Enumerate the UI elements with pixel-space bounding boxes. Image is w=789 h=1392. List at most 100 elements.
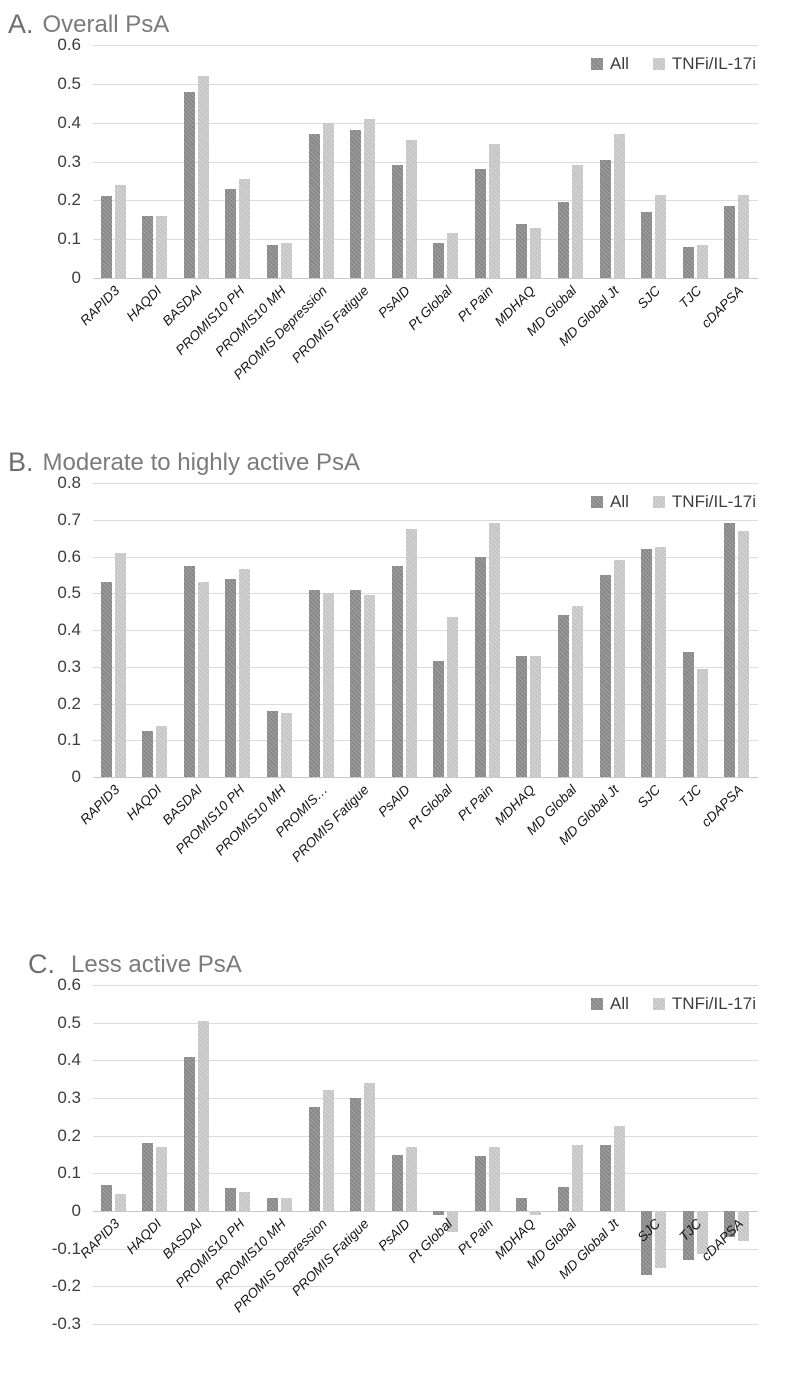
- gridline: [93, 1286, 758, 1288]
- legend-item-all: All: [591, 492, 629, 512]
- legend-item-tnfi: TNFi/IL-17i: [652, 54, 756, 74]
- bar-all: [350, 130, 362, 278]
- legend: All TNFi/IL-17i: [591, 492, 756, 512]
- bar-group: [301, 985, 343, 1324]
- plot-area: All TNFi/IL-17i RAPID3 HAQDI BASDAI PROMIS10 …: [77, 483, 758, 865]
- bar-group: [259, 985, 301, 1324]
- y-tick-label: -0.1: [51, 1238, 81, 1258]
- legend-item-tnfi: TNFi/IL-17i: [652, 994, 756, 1014]
- category-label: RAPID3: [77, 283, 123, 329]
- gridline: [93, 1324, 758, 1325]
- bar-tnfi: [239, 178, 251, 278]
- bar-all: [433, 1211, 445, 1215]
- panel-b-title-text: Moderate to highly active PsA: [42, 449, 361, 476]
- bar-all: [599, 574, 611, 777]
- bar-group: [633, 45, 675, 278]
- bar-group: [467, 483, 509, 777]
- legend-swatch-tnfi: [652, 998, 665, 1010]
- bar-all: [267, 1197, 279, 1211]
- bar-all: [308, 1107, 320, 1211]
- panel-b-title: B. Moderate to highly active PsA: [0, 447, 789, 483]
- bar-tnfi: [696, 1211, 708, 1255]
- bar-tnfi: [613, 1126, 625, 1211]
- bar-group: [342, 985, 384, 1324]
- bar-group: [550, 985, 592, 1324]
- legend-label: All: [610, 994, 629, 1013]
- bar-tnfi: [156, 725, 168, 777]
- bar-tnfi: [447, 233, 459, 278]
- bar-tnfi: [738, 1211, 750, 1242]
- bar-all: [516, 1197, 528, 1211]
- category-label: HAQDI: [123, 782, 164, 823]
- gridline: [93, 666, 758, 668]
- y-tick-label: 0.3: [57, 1088, 81, 1107]
- bar-all: [391, 565, 403, 777]
- bar-group: [135, 483, 177, 777]
- bar-all: [682, 1211, 694, 1260]
- bar-all: [308, 589, 320, 777]
- bar-group: [384, 985, 426, 1324]
- y-tick-label: 0.6: [57, 35, 81, 54]
- panel-a-letter: A.: [8, 9, 34, 39]
- bar-all: [474, 1156, 486, 1211]
- gridline: [93, 630, 758, 631]
- bar-tnfi: [405, 528, 417, 777]
- legend: All TNFi/IL-17i: [591, 994, 756, 1014]
- panel-b: B. Moderate to highly active PsA 0.8 0.7 0…: [0, 447, 789, 865]
- bar-group: [550, 483, 592, 777]
- bar-tnfi: [655, 194, 667, 278]
- bar-tnfi: [114, 1194, 126, 1211]
- bar-all: [516, 655, 528, 777]
- bar-all: [142, 1143, 154, 1211]
- bar-tnfi: [364, 1082, 376, 1211]
- bar-all: [100, 196, 112, 278]
- bar-all: [350, 589, 362, 777]
- bar-tnfi: [488, 523, 500, 777]
- bar-all: [267, 244, 279, 278]
- legend-label: TNFi/IL-17i: [671, 492, 756, 511]
- bar-group: [467, 45, 509, 278]
- legend-swatch-tnfi: [652, 496, 665, 508]
- bar-group: [675, 985, 717, 1324]
- bar-group: [176, 985, 218, 1324]
- y-tick-label: -0.3: [51, 1314, 81, 1333]
- panel-a-title-text: Overall PsA: [42, 11, 170, 38]
- bar-tnfi: [197, 582, 209, 777]
- bar-all: [183, 565, 195, 777]
- bar-tnfi: [696, 244, 708, 278]
- gridline: [93, 1060, 758, 1062]
- zero-axis-line: [93, 278, 758, 279]
- category-label: Pt Pain: [455, 283, 497, 325]
- bar-tnfi: [530, 227, 542, 278]
- bar-group: [592, 985, 634, 1324]
- bar-all: [100, 582, 112, 777]
- bar-tnfi: [281, 1197, 293, 1211]
- bar-tnfi: [488, 1146, 500, 1211]
- bar-all: [391, 1154, 403, 1211]
- panel-b-letter: B.: [8, 447, 34, 477]
- bar-group: [301, 483, 343, 777]
- bar-tnfi: [281, 712, 293, 777]
- bar-group: [135, 45, 177, 278]
- bar-tnfi: [322, 122, 334, 278]
- bar-tnfi: [738, 530, 750, 777]
- bar-all: [599, 1145, 611, 1211]
- legend-swatch-all: [591, 58, 604, 70]
- bar-tnfi: [655, 547, 667, 777]
- y-tick-label: 0.5: [57, 583, 81, 603]
- bar-tnfi: [322, 1090, 334, 1211]
- y-tick-label: 0: [71, 268, 81, 287]
- y-tick-label: 0.2: [57, 1125, 81, 1145]
- bar-group: [633, 483, 675, 777]
- category-label: SJC: [634, 283, 663, 312]
- y-tick-label: 0.4: [57, 620, 81, 639]
- bar-all: [682, 246, 694, 278]
- y-tick-label: -0.2: [51, 1276, 81, 1296]
- y-axis: 0.6 0.5 0.4 0.3 0.2 0.1 0 -0.1 -0.2 -0.3: [0, 975, 93, 1333]
- bar-group: [592, 483, 634, 777]
- legend-label: TNFi/IL-17i: [671, 54, 756, 73]
- bar-group: [384, 45, 426, 278]
- bar-group: [716, 45, 758, 278]
- bar-group: [426, 483, 468, 777]
- bar-group: [342, 483, 384, 777]
